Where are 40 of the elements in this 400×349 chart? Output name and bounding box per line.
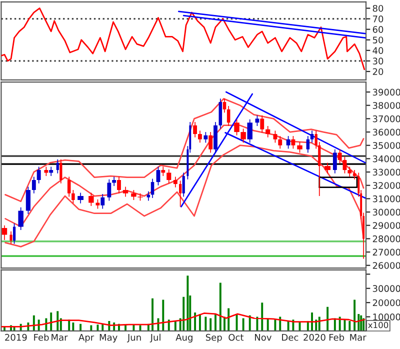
x-tick-label: 2020 [304, 334, 326, 341]
x-tick-label: Aug [176, 334, 192, 343]
x-tick-label: Jun [127, 334, 141, 342]
y-tick-label: 33000 [372, 168, 400, 176]
x-tick-label: Feb [329, 334, 344, 341]
x-tick-label: Sep [206, 334, 222, 343]
x-tick-label: Mar [52, 334, 68, 341]
x-tick-label: May [100, 334, 118, 343]
y-tick-label: 70 [372, 16, 384, 22]
x-tick-label: Nov [255, 334, 272, 341]
y-tick-label: 36000 [372, 128, 400, 136]
x-tick-label: Feb [34, 334, 49, 341]
text: x100 [368, 322, 388, 328]
y-tick-label: 29000 [372, 222, 400, 229]
x-tick-label: Oct [228, 334, 244, 341]
x-tick-label: 2019 [5, 334, 27, 341]
y-tick-label: 20000 [372, 299, 400, 306]
y-tick-label: 38000 [372, 102, 400, 109]
y-tick-label: 50 [372, 36, 384, 44]
y-tick-label: 20 [372, 68, 384, 76]
y-tick-label: 28000 [372, 235, 400, 242]
y-tick-label: 30000 [372, 285, 400, 292]
y-tick-label: 10000 [373, 314, 400, 320]
y-tick-label: 30 [372, 58, 384, 65]
y-tick-label: 60 [372, 26, 384, 33]
y-tick-label: 26000 [372, 262, 400, 269]
y-tick-label: 40 [372, 47, 384, 54]
y-tick-label: 31000 [372, 195, 400, 202]
y-tick-label: 37000 [372, 115, 400, 122]
y-tick-label: 34000 [372, 155, 400, 162]
x-tick-label: Jul [150, 334, 160, 342]
y-tick-label: 35000 [372, 142, 400, 149]
y-tick-label: 32000 [372, 182, 400, 189]
x-tick-label: Mar [350, 334, 366, 341]
y-tick-label: 39000 [372, 88, 400, 96]
x-tick-label: Dec [282, 334, 298, 341]
y-tick-label: 27000 [372, 248, 400, 256]
y-tick-label: 30000 [372, 208, 400, 216]
x-tick-label: Apr [78, 334, 94, 343]
y-tick-label: 80 [372, 4, 384, 12]
